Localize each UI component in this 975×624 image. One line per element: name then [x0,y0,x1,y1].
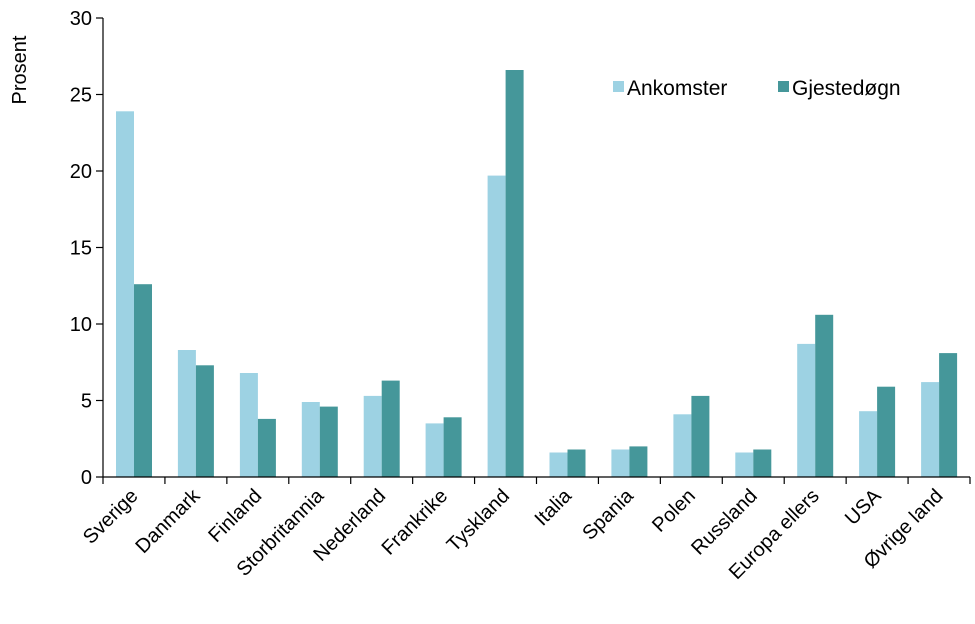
x-tick-label: Polen [648,485,700,537]
x-tick-label: Sverige [79,485,143,549]
bar-gjestedogn-11 [815,314,834,477]
bar-ankomster-10 [735,452,754,477]
bar-gjestedogn-12 [877,386,896,477]
y-tick-label: 25 [70,85,92,107]
bar-ankomster-13 [921,382,940,477]
legend: Ankomster Gjestedøgn [613,77,901,100]
y-axis-title: Prosent [9,35,31,104]
bar-ankomster-9 [673,414,692,477]
x-tick-label: Finland [204,485,266,547]
bar-gjestedogn-6 [505,70,524,477]
bar-ankomster-0 [116,111,134,478]
bar-ankomster-8 [611,449,630,477]
legend-label-ankomster: Ankomster [627,77,727,100]
bar-gjestedogn-0 [134,284,152,477]
bar-gjestedogn-2 [257,418,276,477]
bar-gjestedogn-8 [629,446,648,477]
bars-layer [116,70,958,478]
bar-ankomster-6 [487,175,506,477]
bar-ankomster-12 [859,411,878,477]
y-tick-label: 0 [81,467,92,489]
bar-gjestedogn-10 [753,449,772,477]
bar-gjestedogn-9 [691,395,710,477]
x-tick-label: Spania [578,484,638,544]
bar-gjestedogn-13 [939,353,958,477]
bar-ankomster-7 [549,452,568,477]
bar-ankomster-5 [425,423,444,477]
bar-ankomster-2 [239,373,258,477]
bar-gjestedogn-5 [443,417,462,477]
y-tick-label: 20 [70,161,92,183]
bar-ankomster-3 [301,402,320,477]
y-tick-label: 10 [70,314,92,336]
x-tick-label: Italia [531,484,577,530]
bar-ankomster-4 [363,395,382,477]
bar-ankomster-11 [797,343,816,477]
bar-ankomster-1 [177,350,196,477]
bar-gjestedogn-4 [381,380,400,477]
bar-gjestedogn-1 [195,365,214,477]
y-tick-label: 15 [70,238,92,260]
bar-gjestedogn-7 [567,449,586,477]
x-tick-label: Danmark [131,484,205,558]
legend-swatch-gjestedogn [778,81,789,92]
x-tick-label: Frankrike [378,485,453,560]
legend-swatch-ankomster [613,81,624,92]
bar-gjestedogn-3 [319,406,338,477]
x-tick-label: Tyskland [443,485,514,556]
x-tick-label: USA [841,485,886,530]
y-tick-label: 5 [81,391,92,413]
y-tick-label: 30 [70,8,92,30]
legend-label-gjestedogn: Gjestedøgn [792,77,901,100]
